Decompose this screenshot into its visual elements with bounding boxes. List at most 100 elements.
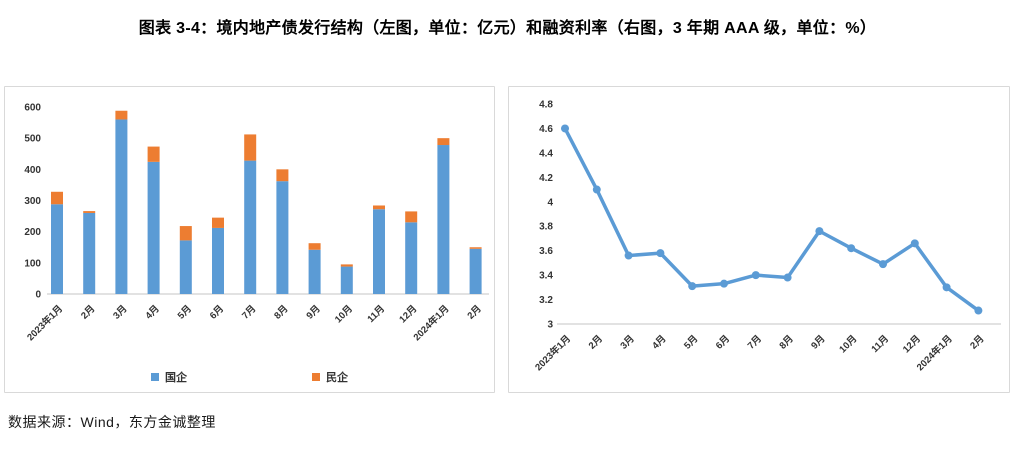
bar-segment-soe [147, 161, 160, 294]
bar-segment-poe [115, 110, 128, 120]
bar-y-tick-label: 300 [24, 196, 41, 207]
bar-segment-poe [437, 138, 450, 146]
line-x-tick-label: 12月 [901, 333, 923, 355]
bar-segment-poe [244, 134, 257, 161]
legend-swatch-poe-icon [312, 373, 320, 381]
bar-x-tick-label: 2月 [465, 303, 483, 321]
line-y-tick-label: 4.6 [539, 124, 553, 135]
bar-segment-soe [83, 212, 96, 294]
line-x-tick-label: 4月 [650, 333, 668, 351]
bar-segment-soe [437, 145, 450, 294]
bar-segment-soe [179, 240, 192, 294]
bar-x-tick-label: 9月 [304, 303, 322, 321]
bar-x-tick-label: 10月 [333, 303, 355, 325]
legend-swatch-soe-icon [151, 373, 159, 381]
bar-y-tick-label: 500 [24, 134, 41, 145]
line-x-tick-label: 6月 [714, 333, 732, 351]
bar-segment-poe [373, 205, 385, 210]
bar-x-tick-label: 3月 [111, 303, 129, 321]
bar-segment-soe [115, 119, 128, 294]
bar-segment-poe [147, 146, 160, 162]
rate-line-marker [592, 185, 601, 194]
line-x-tick-label: 10月 [837, 333, 859, 355]
line-y-tick-label: 3 [547, 320, 553, 331]
bar-x-tick-label: 2月 [79, 303, 97, 321]
line-y-tick-label: 3.4 [539, 271, 553, 282]
rate-line-marker [751, 271, 760, 280]
bar-x-tick-label: 2024年1月 [411, 303, 452, 344]
rate-line-marker [974, 306, 983, 315]
line-y-tick-label: 4.2 [539, 173, 553, 184]
bar-segment-soe [373, 209, 385, 294]
line-x-tick-label: 2023年1月 [533, 333, 574, 374]
legend-label-soe: 国企 [165, 372, 187, 384]
bar-x-tick-label: 5月 [176, 303, 194, 321]
bar-segment-soe [51, 204, 63, 294]
bar-segment-soe [276, 181, 289, 294]
bar-segment-poe [212, 217, 224, 228]
bar-segment-soe [405, 222, 418, 294]
bar-segment-poe [405, 211, 418, 223]
bar-y-tick-label: 600 [24, 103, 41, 114]
rate-line-marker [561, 124, 569, 133]
line-x-tick-label: 2月 [587, 333, 605, 351]
bar-chart-legend: 国企 民企 [5, 363, 494, 391]
bar-x-tick-label: 7月 [240, 303, 258, 321]
bar-y-tick-label: 100 [24, 258, 41, 269]
bar-y-tick-label: 200 [24, 227, 41, 238]
line-x-tick-label: 5月 [682, 333, 700, 351]
bar-segment-poe [340, 264, 353, 267]
bar-x-tick-label: 6月 [208, 303, 226, 321]
line-y-tick-label: 4 [547, 197, 553, 208]
line-x-tick-label: 11月 [870, 333, 892, 355]
line-x-tick-label: 9月 [809, 333, 827, 351]
bar-y-tick-label: 400 [24, 165, 41, 176]
bar-segment-soe [340, 266, 353, 294]
bar-x-tick-label: 11月 [366, 303, 388, 325]
line-x-tick-label: 8月 [777, 333, 795, 351]
bar-y-tick-label: 0 [35, 290, 41, 301]
line-x-tick-label: 3月 [618, 333, 636, 351]
rate-line-marker [815, 227, 824, 236]
line-chart-panel: 3 3.2 3.4 3.6 3.8 4 4.2 4.4 4.6 4.8 2023年1月 2月 3月 4月 5… [508, 86, 1010, 393]
bar-segment-soe [469, 248, 482, 294]
line-y-tick-label: 4.8 [539, 100, 553, 111]
bar-x-tick-label: 4月 [143, 303, 161, 321]
bar-chart: 0 100 200 300 400 500 600 2023年1月 2月 3月 4月 5月 6月 7月 8月… [24, 103, 489, 344]
line-y-tick-label: 3.2 [539, 295, 553, 306]
bar-segment-poe [308, 243, 321, 250]
bar-segment-poe [469, 247, 482, 249]
rate-line-series [563, 126, 981, 313]
rate-line-marker [688, 282, 697, 291]
line-x-tick-label: 7月 [746, 333, 764, 351]
rate-line-marker [783, 273, 792, 282]
line-y-tick-label: 3.6 [539, 246, 553, 257]
rate-line-marker [910, 239, 919, 248]
legend-label-poe: 民企 [326, 372, 348, 384]
legend-item-soe: 国企 [151, 369, 187, 385]
bar-segment-soe [308, 249, 321, 294]
bar-segment-poe [83, 211, 96, 213]
rate-line-marker [624, 251, 633, 260]
legend-item-poe: 民企 [312, 369, 348, 385]
rate-line-marker [879, 260, 887, 269]
bar-x-tick-label: 12月 [397, 303, 419, 325]
bar-segment-soe [244, 160, 257, 294]
rate-line-marker [942, 283, 951, 292]
figure-title: 图表 3-4：境内地产债发行结构（左图，单位：亿元）和融资利率（右图，3 年期 … [138, 20, 877, 37]
bar-segment-poe [276, 169, 289, 182]
rate-line-marker [720, 279, 728, 288]
bar-chart-panel: 0 100 200 300 400 500 600 2023年1月 2月 3月 4月 5月 6月 7月 8月… [4, 86, 495, 393]
bar-x-tick-label: 2023年1月 [25, 303, 66, 344]
rate-line-marker [847, 244, 856, 253]
bar-segment-poe [179, 226, 192, 241]
bar-segment-soe [212, 227, 224, 294]
rate-line-marker [656, 249, 665, 258]
source-note: 数据来源：Wind，东方金诚整理 [8, 414, 216, 430]
bar-segment-poe [51, 191, 63, 205]
line-y-tick-label: 3.8 [539, 222, 553, 233]
line-chart: 3 3.2 3.4 3.6 3.8 4 4.2 4.4 4.6 4.8 2023年1月 2月 3月 4月 5… [533, 100, 1001, 374]
line-x-tick-label: 2月 [968, 333, 986, 351]
line-y-tick-label: 4.4 [539, 148, 553, 159]
bar-x-tick-label: 8月 [272, 303, 290, 321]
